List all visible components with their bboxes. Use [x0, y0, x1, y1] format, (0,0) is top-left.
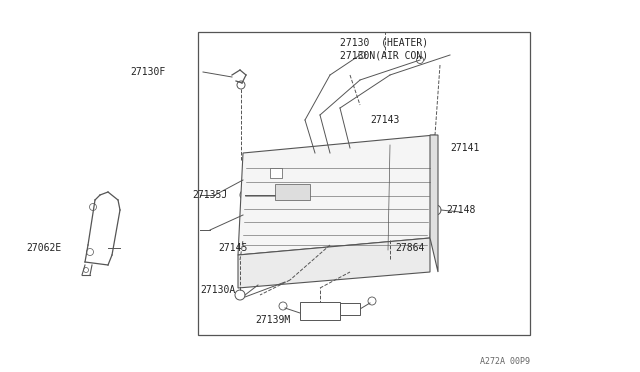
Circle shape: [279, 302, 287, 310]
Circle shape: [417, 162, 424, 169]
Polygon shape: [238, 135, 435, 255]
Polygon shape: [238, 238, 430, 288]
Circle shape: [368, 297, 376, 305]
Circle shape: [248, 215, 256, 223]
Circle shape: [249, 190, 257, 198]
Circle shape: [235, 290, 245, 300]
Circle shape: [431, 205, 441, 215]
Text: 27062E: 27062E: [26, 243, 61, 253]
Bar: [275, 184, 310, 200]
Text: 27130F: 27130F: [130, 67, 165, 77]
Circle shape: [417, 57, 424, 64]
Text: 27143: 27143: [370, 115, 399, 125]
Circle shape: [415, 190, 422, 197]
Text: 27864: 27864: [395, 243, 424, 253]
Circle shape: [90, 203, 97, 211]
Circle shape: [358, 51, 365, 58]
Circle shape: [246, 239, 255, 247]
Bar: [340, 303, 360, 315]
Text: 27130N(AIR CON): 27130N(AIR CON): [340, 50, 428, 60]
Text: A272A 00P9: A272A 00P9: [480, 357, 530, 366]
Circle shape: [250, 161, 259, 169]
Circle shape: [240, 190, 250, 200]
Circle shape: [414, 216, 421, 223]
Text: 27135J: 27135J: [192, 190, 227, 200]
Circle shape: [413, 239, 420, 246]
Bar: [198, 32, 530, 335]
Circle shape: [237, 81, 245, 89]
Text: 27141: 27141: [450, 143, 479, 153]
Text: 27130A: 27130A: [200, 285, 236, 295]
Circle shape: [86, 248, 93, 256]
Text: 27145: 27145: [218, 243, 248, 253]
Circle shape: [83, 267, 88, 273]
Text: 27139M: 27139M: [255, 315, 291, 325]
Text: 27148: 27148: [446, 205, 476, 215]
Polygon shape: [430, 135, 438, 272]
Bar: [270, 168, 282, 178]
Bar: [300, 302, 340, 320]
Text: 27130  (HEATER): 27130 (HEATER): [340, 37, 428, 47]
